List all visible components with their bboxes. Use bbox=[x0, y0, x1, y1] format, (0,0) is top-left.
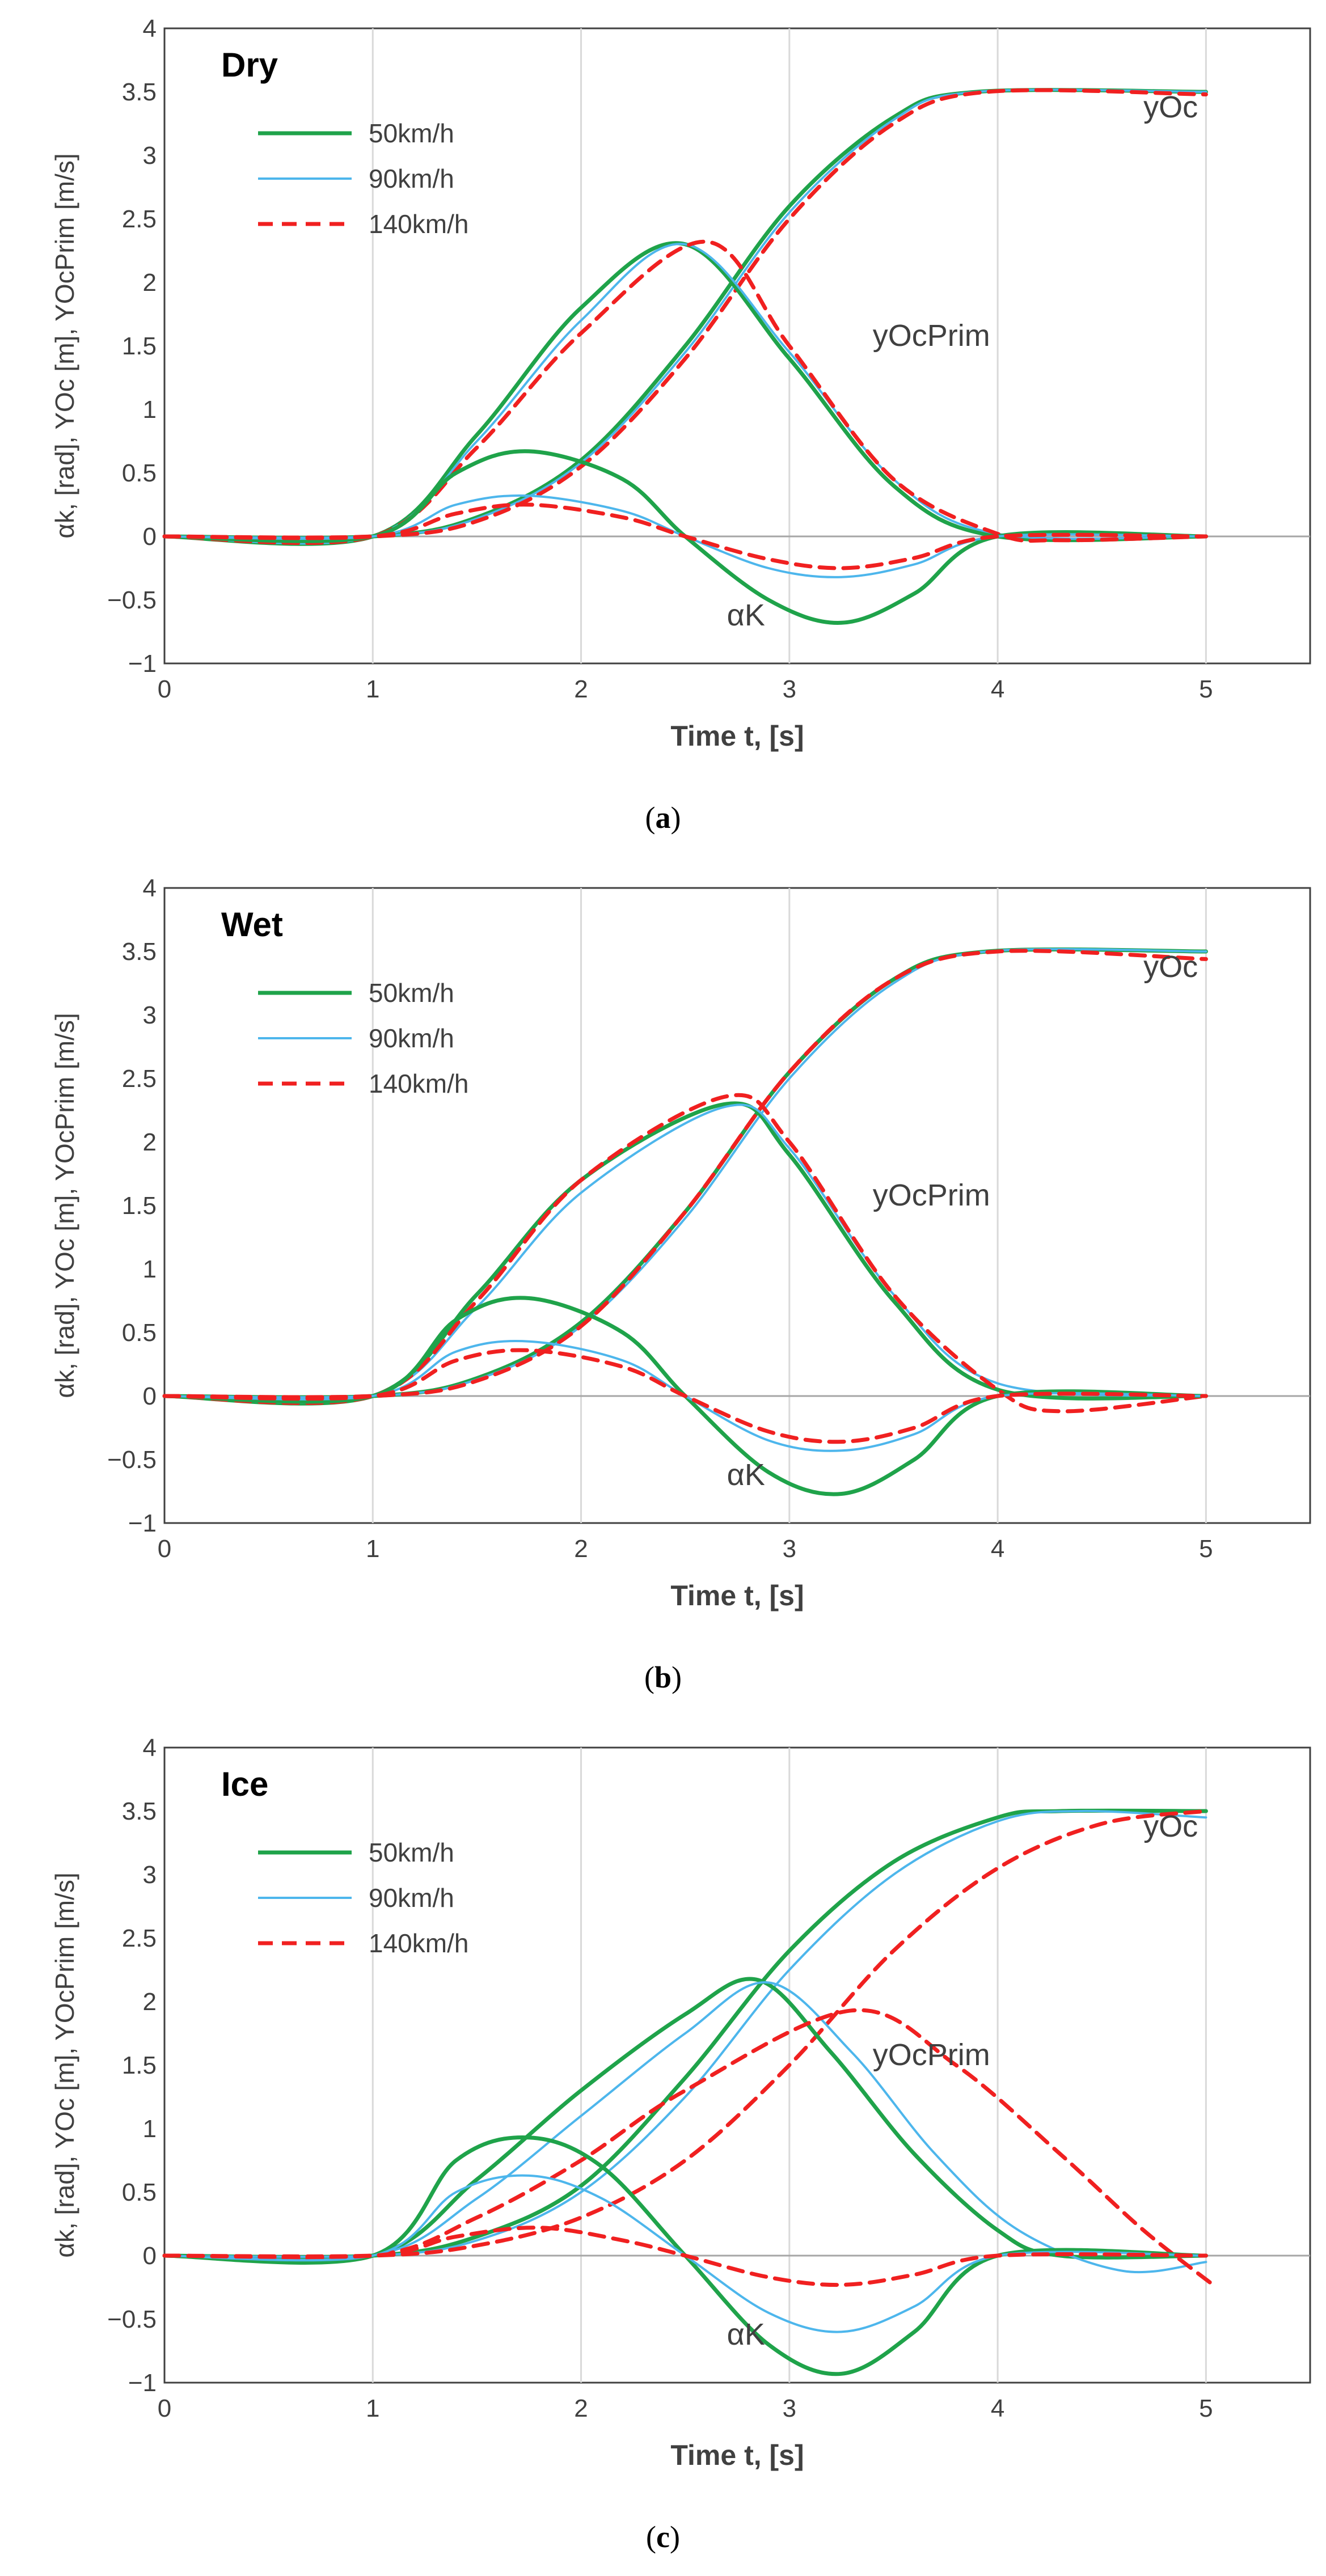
y-tick-label: 2 bbox=[143, 1988, 157, 2016]
y-tick-label: 0 bbox=[143, 523, 157, 551]
y-tick-label: 2 bbox=[143, 269, 157, 297]
annotation-alphaK: αK bbox=[727, 2317, 765, 2351]
series-line-140km-per-h-αK bbox=[162, 2226, 1208, 2287]
y-tick-label: 3 bbox=[143, 1001, 157, 1029]
x-tick-label: 5 bbox=[1199, 1535, 1213, 1563]
y-tick-label: 4 bbox=[143, 874, 157, 902]
y-tick-label: 0 bbox=[143, 1382, 157, 1410]
annotation-yOcPrim: yOcPrim bbox=[873, 2038, 990, 2072]
legend-entry: 140km/h bbox=[369, 209, 468, 239]
y-tick-label: −0.5 bbox=[107, 2306, 157, 2333]
x-tick-label: 3 bbox=[783, 675, 796, 703]
x-tick-label: 3 bbox=[783, 2395, 796, 2422]
x-tick-label: 3 bbox=[783, 1535, 796, 1563]
y-tick-label: 1 bbox=[143, 2115, 157, 2143]
y-tick-label: −1 bbox=[128, 1509, 157, 1537]
y-tick-label: −1 bbox=[128, 2369, 157, 2397]
x-tick-label: 4 bbox=[991, 2395, 1004, 2422]
x-axis-label: Time t, [s] bbox=[670, 2439, 804, 2471]
y-tick-label: 1 bbox=[143, 1255, 157, 1283]
y-tick-label: 4 bbox=[143, 15, 157, 43]
x-tick-label: 5 bbox=[1199, 2395, 1213, 2422]
series-line-140km-per-h-yOc bbox=[162, 1809, 1208, 2258]
panel-caption: (b) bbox=[644, 1660, 682, 1694]
x-tick-label: 4 bbox=[991, 1535, 1004, 1563]
y-tick-label: 3 bbox=[143, 1861, 157, 1889]
y-tick-label: 2 bbox=[143, 1128, 157, 1156]
x-tick-label: 4 bbox=[991, 675, 1004, 703]
x-axis-label: Time t, [s] bbox=[670, 720, 804, 752]
y-tick-label: 1.5 bbox=[122, 332, 157, 360]
y-tick-label: −1 bbox=[128, 650, 157, 678]
annotation-yOc: yOc bbox=[1143, 950, 1198, 984]
y-tick-label: 3 bbox=[143, 142, 157, 170]
y-axis-label: αk, [rad], YOc [m], YOcPrim [m/s] bbox=[50, 1013, 79, 1398]
y-axis-label: αk, [rad], YOc [m], YOcPrim [m/s] bbox=[50, 153, 79, 538]
legend-entry: 90km/h bbox=[369, 1883, 454, 1913]
annotation-yOcPrim: yOcPrim bbox=[873, 319, 990, 353]
y-axis-label: αk, [rad], YOc [m], YOcPrim [m/s] bbox=[50, 1872, 79, 2257]
x-tick-label: 1 bbox=[366, 2395, 379, 2422]
series-line-140km-per-h-yOcPrim bbox=[162, 2008, 1219, 2290]
y-tick-label: 2.5 bbox=[122, 1065, 157, 1093]
x-tick-label: 0 bbox=[158, 1535, 171, 1563]
plot-area bbox=[163, 27, 1311, 665]
x-tick-label: 2 bbox=[574, 1535, 588, 1563]
annotation-yOc: yOc bbox=[1143, 90, 1198, 124]
legend-entry: 140km/h bbox=[369, 1928, 468, 1958]
y-tick-label: −0.5 bbox=[107, 1446, 157, 1474]
x-tick-label: 2 bbox=[574, 2395, 588, 2422]
series-line-140km-per-h-αK bbox=[162, 1348, 1208, 1444]
legend-entry: 50km/h bbox=[369, 119, 454, 148]
x-tick-label: 0 bbox=[158, 675, 171, 703]
x-tick-label: 1 bbox=[366, 1535, 379, 1563]
annotation-yOcPrim: yOcPrim bbox=[873, 1178, 990, 1212]
y-tick-label: 1.5 bbox=[122, 2052, 157, 2079]
chart-panel-ice: −1 −0.5 0 0.5 1 1.5 2 2.5 3 3.5 4 0 1 2 3 4 5 Time t, [s]… bbox=[50, 1734, 1311, 2554]
y-tick-label: 2.5 bbox=[122, 205, 157, 233]
y-tick-label: 3.5 bbox=[122, 78, 157, 106]
y-tick-label: 4 bbox=[143, 1734, 157, 1762]
legend-entry: 50km/h bbox=[369, 978, 454, 1008]
x-tick-label: 0 bbox=[158, 2395, 171, 2422]
plot-area bbox=[163, 1746, 1311, 2384]
y-tick-label: 3.5 bbox=[122, 1797, 157, 1825]
series-line-90km-per-h-yOcPrim bbox=[163, 1981, 1207, 2274]
y-tick-label: 0 bbox=[143, 2242, 157, 2270]
y-tick-label: 0.5 bbox=[122, 459, 157, 487]
y-tick-label: 0.5 bbox=[122, 2179, 157, 2206]
x-tick-label: 2 bbox=[574, 675, 588, 703]
x-tick-label: 1 bbox=[366, 675, 379, 703]
legend-entry: 90km/h bbox=[369, 1023, 454, 1053]
condition-label: Wet bbox=[221, 906, 283, 944]
series-line-140km-per-h-yOc bbox=[162, 949, 1208, 1399]
annotation-alphaK: αK bbox=[727, 598, 765, 632]
y-tick-label: 3.5 bbox=[122, 938, 157, 966]
x-tick-label: 5 bbox=[1199, 675, 1213, 703]
y-tick-label: 0.5 bbox=[122, 1319, 157, 1347]
chart-panel-dry: −1 −0.5 0 0.5 1 1.5 2 2.5 3 3.5 4 0 1 2 3 4 5 Time t, [s]… bbox=[50, 15, 1311, 835]
y-tick-label: 1 bbox=[143, 396, 157, 424]
series-line-50km-per-h-yOcPrim bbox=[162, 1977, 1208, 2264]
panel-caption: (a) bbox=[645, 801, 681, 835]
x-axis-label: Time t, [s] bbox=[670, 1580, 804, 1611]
plot-area bbox=[163, 887, 1311, 1524]
legend-entry: 90km/h bbox=[369, 164, 454, 193]
annotation-alphaK: αK bbox=[727, 1458, 765, 1492]
chart-panel-wet: −1 −0.5 0 0.5 1 1.5 2 2.5 3 3.5 4 0 1 2 3 4 5 Time t, [s]… bbox=[50, 874, 1311, 1694]
annotation-yOc: yOc bbox=[1143, 1809, 1198, 1843]
condition-label: Ice bbox=[221, 1765, 268, 1803]
y-tick-label: −0.5 bbox=[107, 586, 157, 614]
series-line-140km-per-h-αK bbox=[162, 502, 1208, 570]
legend-entry: 50km/h bbox=[369, 1838, 454, 1867]
condition-label: Dry bbox=[221, 46, 278, 84]
y-tick-label: 2.5 bbox=[122, 1924, 157, 1952]
legend-entry: 140km/h bbox=[369, 1069, 468, 1098]
y-tick-label: 1.5 bbox=[122, 1192, 157, 1220]
panel-caption: (c) bbox=[646, 2520, 680, 2554]
